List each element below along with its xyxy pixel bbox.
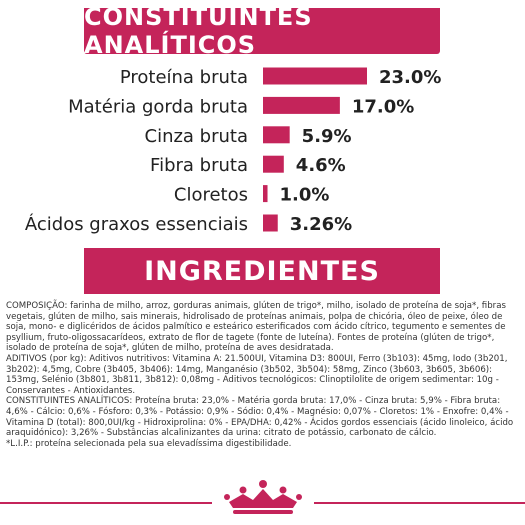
bar: [263, 96, 340, 114]
value-label: 3.26%: [290, 214, 352, 235]
value-label: 5.9%: [302, 126, 352, 147]
category-label: Cinza bruta: [145, 126, 249, 147]
value-label: 17.0%: [352, 96, 414, 117]
category-label: Cloretos: [174, 185, 248, 206]
category-label: Matéria gorda bruta: [68, 96, 248, 117]
bar: [263, 185, 268, 203]
lip-note: *L.I.P.: proteína selecionada pela sua e…: [6, 438, 292, 449]
value-label: 4.6%: [296, 155, 346, 176]
value-label: 23.0%: [379, 67, 441, 88]
category-label: Proteína bruta: [120, 67, 248, 88]
bar: [263, 126, 290, 144]
bar: [263, 214, 278, 232]
composition-paragraph: COMPOSIÇÃO: farinha de milho, arroz, gor…: [6, 301, 506, 354]
crown-icon: [224, 480, 302, 514]
analytical-bar-chart: Proteína bruta 23.0% Matéria gorda bruta 17…: [25, 67, 442, 235]
bar: [263, 155, 284, 173]
ingredients-heading: INGREDIENTES: [84, 248, 440, 294]
analytical-paragraph: CONSTITUINTES ANALÍTICOS: Proteína bruta…: [6, 396, 514, 439]
category-label: Fibra bruta: [150, 155, 248, 176]
analytical-constituents-heading: CONSTITUINTES ANALÍTICOS: [84, 3, 440, 59]
bar: [263, 67, 367, 85]
value-label: 1.0%: [280, 185, 330, 206]
footer-divider-right: [314, 502, 525, 504]
ingredients-text-block: COMPOSIÇÃO: farinha de milho, arroz, gor…: [6, 301, 516, 449]
additives-paragraph: ADITIVOS (por kg): Aditivos nutritivos: …: [6, 353, 508, 396]
footer-divider-left: [0, 502, 212, 504]
category-label: Ácidos graxos essenciais: [25, 213, 248, 235]
